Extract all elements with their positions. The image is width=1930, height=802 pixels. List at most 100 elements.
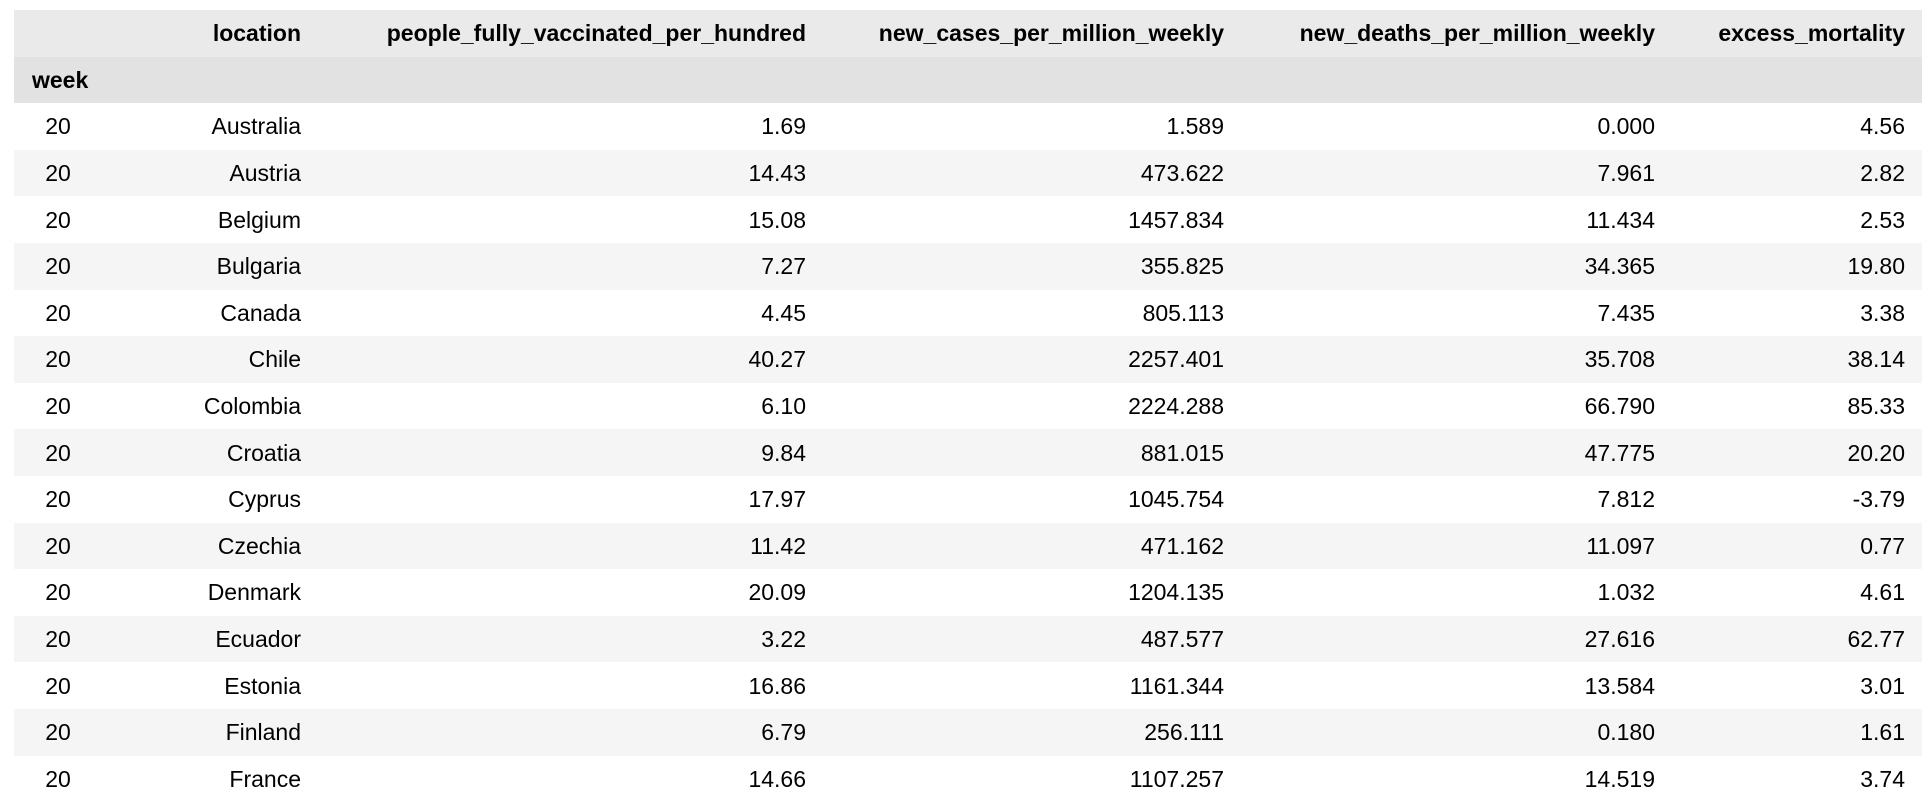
cell-week: 20	[14, 616, 102, 663]
cell-vaccinated: 14.66	[318, 756, 823, 802]
column-header-vaccinated: people_fully_vaccinated_per_hundred	[318, 10, 823, 57]
index-corner-cell	[14, 10, 102, 57]
cell-excess-mortality: 62.77	[1672, 616, 1922, 663]
cell-location: Estonia	[102, 662, 318, 709]
cell-location: Chile	[102, 336, 318, 383]
cell-cases: 473.622	[823, 150, 1241, 197]
cell-cases: 355.825	[823, 243, 1241, 290]
cell-cases: 1107.257	[823, 756, 1241, 802]
cell-location: Canada	[102, 290, 318, 337]
cell-week: 20	[14, 523, 102, 570]
cell-excess-mortality: 3.38	[1672, 290, 1922, 337]
cell-location: Czechia	[102, 523, 318, 570]
cell-location: Australia	[102, 103, 318, 150]
cell-location: Finland	[102, 709, 318, 756]
cell-excess-mortality: -3.79	[1672, 476, 1922, 523]
cell-cases: 2257.401	[823, 336, 1241, 383]
index-row-spacer	[823, 57, 1241, 104]
cell-deaths: 35.708	[1241, 336, 1672, 383]
cell-cases: 471.162	[823, 523, 1241, 570]
cell-deaths: 0.000	[1241, 103, 1672, 150]
cell-deaths: 34.365	[1241, 243, 1672, 290]
cell-vaccinated: 20.09	[318, 569, 823, 616]
cell-vaccinated: 1.69	[318, 103, 823, 150]
cell-week: 20	[14, 709, 102, 756]
dataframe-output: location people_fully_vaccinated_per_hun…	[14, 10, 1922, 802]
cell-cases: 487.577	[823, 616, 1241, 663]
cell-location: Ecuador	[102, 616, 318, 663]
cell-deaths: 7.435	[1241, 290, 1672, 337]
cell-deaths: 11.434	[1241, 196, 1672, 243]
cell-vaccinated: 16.86	[318, 662, 823, 709]
cell-excess-mortality: 19.80	[1672, 243, 1922, 290]
cell-cases: 1161.344	[823, 662, 1241, 709]
cell-location: Denmark	[102, 569, 318, 616]
cell-location: Cyprus	[102, 476, 318, 523]
cell-vaccinated: 17.97	[318, 476, 823, 523]
cell-location: Colombia	[102, 383, 318, 430]
cell-week: 20	[14, 103, 102, 150]
index-row-spacer	[318, 57, 823, 104]
cell-week: 20	[14, 429, 102, 476]
cell-week: 20	[14, 756, 102, 802]
cell-excess-mortality: 4.61	[1672, 569, 1922, 616]
cell-deaths: 14.519	[1241, 756, 1672, 802]
cell-location: Croatia	[102, 429, 318, 476]
cell-week: 20	[14, 476, 102, 523]
cell-vaccinated: 15.08	[318, 196, 823, 243]
index-row-spacer	[1241, 57, 1672, 104]
cell-location: Austria	[102, 150, 318, 197]
cell-cases: 1204.135	[823, 569, 1241, 616]
cell-excess-mortality: 85.33	[1672, 383, 1922, 430]
cell-cases: 1.589	[823, 103, 1241, 150]
cell-vaccinated: 4.45	[318, 290, 823, 337]
cell-vaccinated: 6.79	[318, 709, 823, 756]
cell-deaths: 0.180	[1241, 709, 1672, 756]
column-header-excess-mortality: excess_mortality	[1672, 10, 1922, 57]
cell-deaths: 66.790	[1241, 383, 1672, 430]
data-table: location people_fully_vaccinated_per_hun…	[14, 10, 1922, 802]
index-row-spacer	[102, 57, 318, 104]
column-header-cases: new_cases_per_million_weekly	[823, 10, 1241, 57]
cell-deaths: 11.097	[1241, 523, 1672, 570]
cell-excess-mortality: 0.77	[1672, 523, 1922, 570]
cell-cases: 256.111	[823, 709, 1241, 756]
cell-vaccinated: 11.42	[318, 523, 823, 570]
cell-location: Bulgaria	[102, 243, 318, 290]
cell-excess-mortality: 1.61	[1672, 709, 1922, 756]
cell-vaccinated: 9.84	[318, 429, 823, 476]
cell-location: France	[102, 756, 318, 802]
table-header: location people_fully_vaccinated_per_hun…	[14, 10, 1922, 103]
cell-vaccinated: 7.27	[318, 243, 823, 290]
cell-excess-mortality: 3.74	[1672, 756, 1922, 802]
cell-excess-mortality: 4.56	[1672, 103, 1922, 150]
cell-vaccinated: 14.43	[318, 150, 823, 197]
cell-cases: 2224.288	[823, 383, 1241, 430]
cell-cases: 1457.834	[823, 196, 1241, 243]
cell-week: 20	[14, 150, 102, 197]
cell-week: 20	[14, 383, 102, 430]
cell-cases: 881.015	[823, 429, 1241, 476]
cell-deaths: 7.961	[1241, 150, 1672, 197]
cell-excess-mortality: 3.01	[1672, 662, 1922, 709]
cell-week: 20	[14, 569, 102, 616]
cell-excess-mortality: 20.20	[1672, 429, 1922, 476]
cell-location: Belgium	[102, 196, 318, 243]
cell-deaths: 1.032	[1241, 569, 1672, 616]
cell-week: 20	[14, 243, 102, 290]
cell-deaths: 27.616	[1241, 616, 1672, 663]
